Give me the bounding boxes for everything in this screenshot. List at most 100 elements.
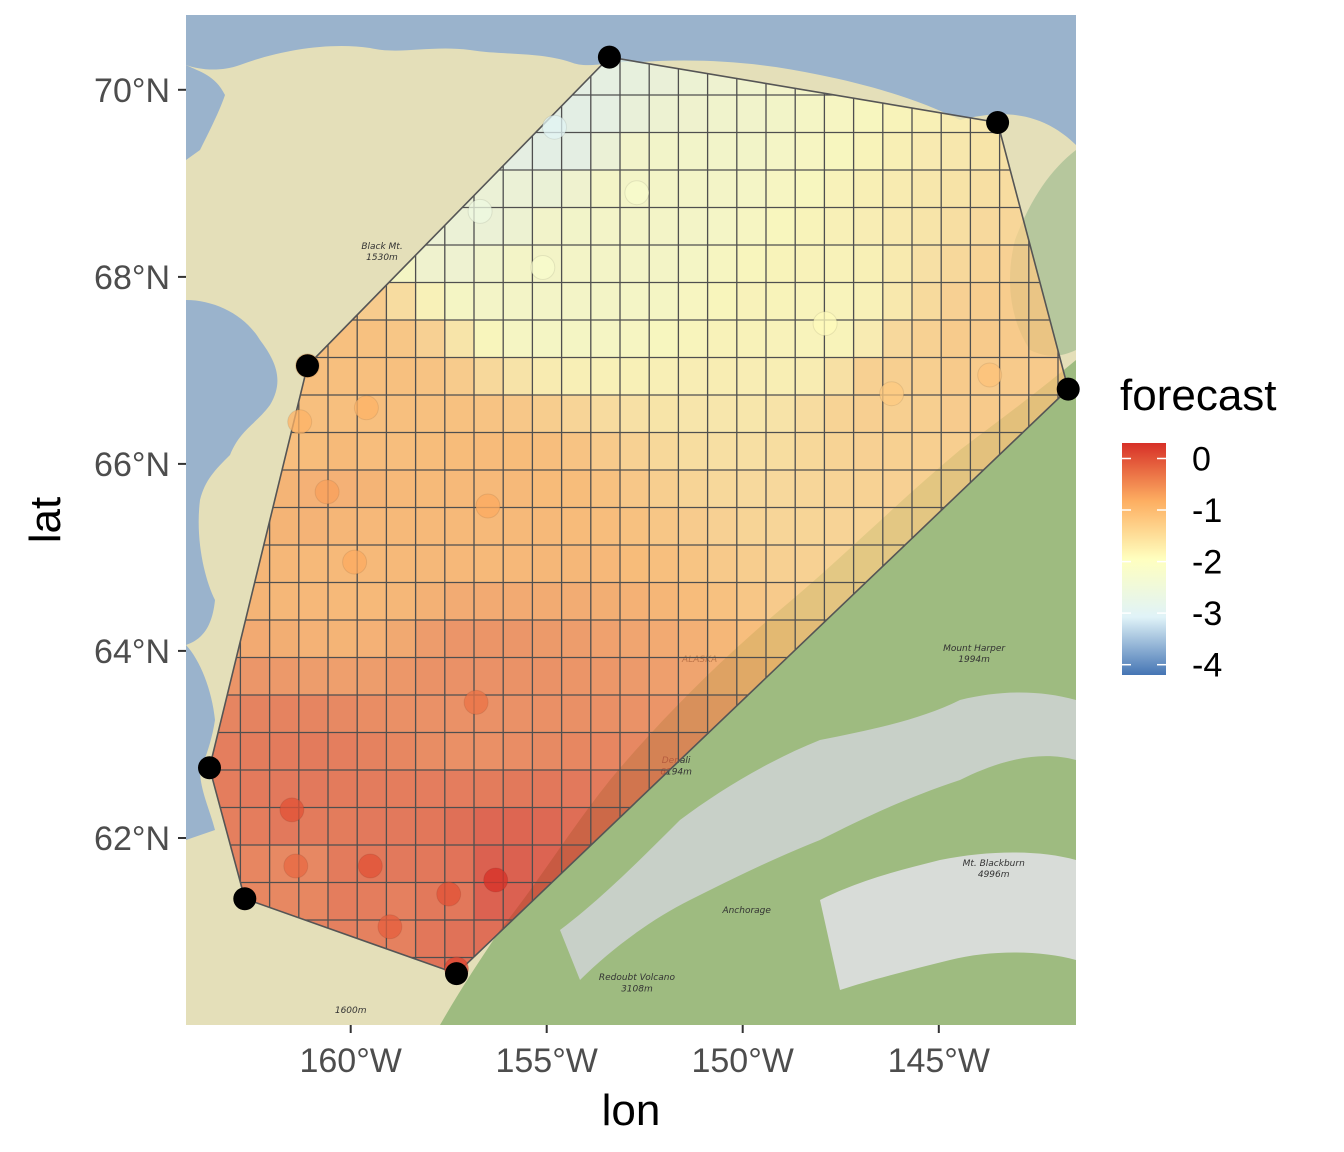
grid-cell: [561, 432, 592, 471]
grid-cell: [328, 845, 358, 883]
grid-cell: [561, 470, 592, 508]
norton-sound: [186, 645, 215, 840]
grid-cell: [503, 582, 533, 621]
grid-cell: [941, 245, 971, 283]
grid-cell: [444, 545, 475, 583]
grid-cell: [357, 620, 387, 658]
grid-cell: [824, 432, 855, 471]
grid-cell: [649, 507, 679, 546]
grid-cell: [532, 395, 563, 433]
grid-cell: [590, 432, 621, 471]
station-point: [377, 914, 403, 940]
station-point: [475, 493, 501, 519]
grid-cell: [912, 207, 942, 246]
grid-cell: [590, 95, 621, 133]
grid-cell: [707, 507, 738, 546]
grid-cell: [824, 245, 855, 283]
hull-vertex-point: [986, 111, 1010, 134]
grid-cell: [269, 657, 300, 696]
grid-cell: [503, 545, 533, 583]
grid-cell: [474, 770, 504, 808]
grid-cell: [357, 732, 387, 771]
grid-cell: [357, 320, 387, 358]
y-tick-label: 66°N: [94, 446, 170, 484]
grid-cell: [590, 320, 621, 358]
grid-cell: [882, 245, 913, 283]
kotzebue-sound: [186, 300, 278, 645]
grid-cell: [415, 770, 446, 808]
grid-cell: [328, 582, 358, 621]
grid-cell: [503, 207, 533, 246]
grid-cell: [678, 170, 709, 208]
grid-cell: [853, 432, 884, 471]
grid-cell: [386, 395, 417, 433]
grid-cell: [357, 657, 387, 696]
grid-cell: [620, 320, 650, 358]
grid-cell: [474, 395, 504, 433]
grid-cell: [795, 470, 825, 508]
x-axis: 160°W 155°W 150°W 145°W: [299, 1025, 990, 1080]
grid-cell: [590, 582, 621, 621]
basemap-label: Mt. Blackburn: [963, 859, 1025, 869]
grid-cell: [298, 582, 329, 621]
grid-cell: [941, 207, 971, 246]
grid-cell: [853, 282, 884, 321]
station-point: [812, 311, 838, 337]
station-point: [879, 381, 905, 407]
grid-cell: [240, 732, 271, 771]
grid-cell: [269, 582, 300, 621]
hull-vertex-point: [198, 756, 221, 780]
grid-cell: [882, 282, 913, 321]
grid-cell: [357, 357, 387, 396]
grid-cell: [298, 620, 329, 658]
grid-cell: [474, 282, 504, 321]
grid-cell: [240, 695, 271, 733]
station-point: [353, 395, 379, 421]
grid-cell: [970, 395, 1001, 433]
grid-cell: [386, 357, 417, 396]
hull-vertex-point: [1056, 377, 1080, 401]
grid-cell: [590, 620, 621, 658]
station-point: [542, 114, 567, 140]
grid-cell: [444, 395, 475, 433]
station-point: [483, 867, 509, 893]
grid-cell: [999, 357, 1030, 396]
grid-cell: [357, 432, 387, 471]
station-point: [463, 689, 489, 715]
basemap-label: 3108m: [621, 984, 653, 994]
grid-cell: [590, 357, 621, 396]
grid-cell: [620, 545, 650, 583]
grid-cell: [912, 132, 942, 171]
grid-cell: [444, 282, 475, 321]
grid-cell: [590, 545, 621, 583]
grid-cell: [561, 320, 592, 358]
station-point: [467, 198, 493, 224]
grid-cell: [474, 620, 504, 658]
grid-cell: [474, 545, 504, 583]
grid-cell: [999, 320, 1030, 358]
grid-cell: [357, 807, 387, 846]
grid-cell: [824, 395, 855, 433]
grid-cell: [882, 507, 913, 546]
hull-vertex-point: [233, 887, 257, 911]
grid-cell: [678, 507, 709, 546]
grid-cell: [444, 582, 475, 621]
grid-cell: [444, 320, 475, 358]
legend-tick-label: -3: [1192, 595, 1222, 633]
grid-cell: [736, 545, 767, 583]
grid-cell: [1028, 357, 1059, 396]
basemap-label: Redoubt Volcano: [599, 973, 676, 983]
grid-cell: [999, 395, 1030, 433]
grid-cell: [707, 132, 738, 171]
grid-cell: [912, 282, 942, 321]
grid-cell: [532, 432, 563, 471]
grid-cell: [970, 207, 1001, 246]
grid-cell: [766, 395, 796, 433]
grid-cell: [707, 620, 738, 658]
grid-cell: [328, 357, 358, 396]
grid-cell: [328, 395, 358, 433]
grid-cell: [649, 245, 679, 283]
grid-cell: [444, 920, 475, 958]
grid-cell: [970, 132, 1001, 171]
grid-cell: [853, 507, 884, 546]
